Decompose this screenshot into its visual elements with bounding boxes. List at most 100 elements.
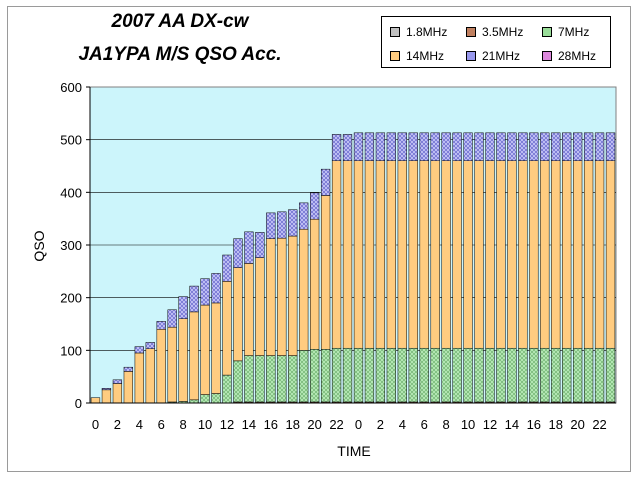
x-tick-label-9: 18 — [285, 417, 299, 432]
bar-4-series-3 — [134, 352, 144, 404]
bar-33-series-2 — [452, 347, 462, 403]
bar-1-series-4 — [101, 388, 112, 391]
legend-label-3-5mhz: 3.5MHz — [482, 25, 524, 39]
bar-7-series-3 — [167, 326, 177, 403]
bar-28-series-3 — [397, 160, 407, 349]
bar-11-series-2 — [211, 393, 221, 404]
bar-27-series-2 — [386, 347, 396, 403]
x-tick-label-22: 20 — [570, 417, 584, 432]
bar-47-series-2 — [605, 347, 616, 403]
legend-label-14mhz: 14MHz — [406, 49, 445, 63]
bar-46-series-4 — [594, 132, 605, 161]
bar-12-series-2 — [222, 374, 232, 404]
x-tick-label-2: 4 — [136, 417, 143, 432]
legend: 1.8MHz 3.5MHz 7MHz 14MHz 21MHz 28MHz — [381, 16, 611, 68]
bar-5-series-4 — [145, 342, 155, 350]
x-tick-label-1: 2 — [114, 417, 121, 432]
bar-44-series-2 — [573, 347, 583, 403]
bar-41-series-2 — [540, 347, 550, 403]
x-tick-label-18: 12 — [483, 417, 497, 432]
bar-25-series-3 — [364, 160, 375, 349]
bar-26-series-3 — [375, 160, 386, 349]
bar-17-series-2 — [277, 355, 287, 403]
bar-31-series-2 — [430, 347, 440, 403]
x-tick-label-6: 12 — [220, 417, 234, 432]
bar-29-series-2 — [408, 347, 418, 403]
bar-28-series-4 — [397, 132, 407, 161]
bar-11-series-3 — [211, 302, 221, 394]
bar-23-series-2 — [342, 347, 353, 403]
bar-26-series-4 — [375, 132, 386, 161]
bar-12-series-4 — [222, 254, 232, 282]
legend-item-7mhz: 7MHz — [542, 25, 589, 39]
x-tick-label-3: 6 — [158, 417, 165, 432]
bar-45-series-3 — [583, 160, 594, 349]
bar-39-series-4 — [518, 132, 528, 161]
bar-8-series-3 — [178, 318, 188, 402]
x-tick-label-4: 8 — [180, 417, 187, 432]
bar-0-series-3 — [90, 397, 101, 404]
bar-39-series-2 — [518, 347, 528, 403]
bar-38-series-4 — [507, 132, 517, 161]
bar-15-series-2 — [255, 355, 265, 403]
x-tick-label-21: 18 — [548, 417, 562, 432]
legend-label-7mhz: 7MHz — [558, 25, 590, 39]
x-tick-label-17: 10 — [461, 417, 475, 432]
bar-37-series-3 — [496, 160, 506, 349]
bar-34-series-2 — [463, 347, 473, 403]
y-tick-label-4: 400 — [60, 185, 82, 200]
bar-10-series-2 — [200, 394, 210, 404]
legend-item-21mhz: 21MHz — [466, 49, 520, 63]
bar-17-series-4 — [277, 211, 287, 239]
bar-22-series-2 — [331, 347, 342, 403]
y-tick-label-3: 300 — [60, 238, 82, 253]
bar-37-series-4 — [496, 132, 506, 161]
bar-22-series-4 — [331, 134, 342, 161]
bar-15-series-3 — [255, 257, 265, 356]
legend-swatch-1-8mhz — [390, 27, 400, 37]
bar-33-series-4 — [452, 132, 462, 161]
legend-item-28mhz: 28MHz — [542, 49, 596, 63]
bar-18-series-2 — [288, 355, 298, 403]
bar-25-series-4 — [364, 132, 375, 161]
bar-1-series-3 — [101, 389, 112, 404]
bar-27-series-4 — [386, 132, 396, 161]
bar-37-series-2 — [496, 347, 506, 403]
legend-swatch-28mhz — [542, 51, 552, 61]
bar-13-series-3 — [233, 267, 243, 362]
x-tick-label-14: 4 — [399, 417, 406, 432]
legend-swatch-3-5mhz — [466, 27, 476, 37]
bar-40-series-3 — [529, 160, 539, 349]
bar-47-series-4 — [605, 132, 616, 161]
x-tick-label-16: 8 — [443, 417, 450, 432]
bar-46-series-2 — [594, 347, 605, 403]
bar-42-series-3 — [551, 160, 561, 349]
bar-23-series-4 — [342, 134, 353, 161]
legend-swatch-21mhz — [466, 51, 476, 61]
bar-42-series-4 — [551, 132, 561, 161]
bar-6-series-3 — [156, 329, 166, 404]
chart-subtitle: JA1YPA M/S QSO Acc. — [78, 44, 282, 65]
bar-10-series-4 — [200, 278, 210, 306]
bar-36-series-4 — [485, 132, 495, 161]
bar-16-series-3 — [266, 238, 276, 356]
bar-30-series-4 — [419, 132, 429, 161]
x-tick-label-19: 14 — [505, 417, 519, 432]
bar-23-series-3 — [342, 160, 353, 349]
bar-27-series-3 — [386, 160, 396, 349]
y-tick-label-5: 500 — [60, 133, 82, 148]
x-tick-label-10: 20 — [307, 417, 321, 432]
bar-38-series-3 — [507, 160, 517, 349]
bar-25-series-2 — [364, 347, 375, 403]
bar-45-series-4 — [583, 132, 594, 161]
legend-swatch-14mhz — [390, 51, 400, 61]
bar-35-series-4 — [474, 132, 484, 161]
bar-18-series-4 — [288, 209, 298, 237]
x-tick-label-0: 0 — [92, 417, 99, 432]
bar-44-series-3 — [573, 160, 583, 349]
bar-38-series-2 — [507, 347, 517, 403]
bar-12-series-3 — [222, 281, 232, 376]
bar-4-series-4 — [134, 346, 144, 354]
bar-44-series-4 — [573, 132, 583, 161]
